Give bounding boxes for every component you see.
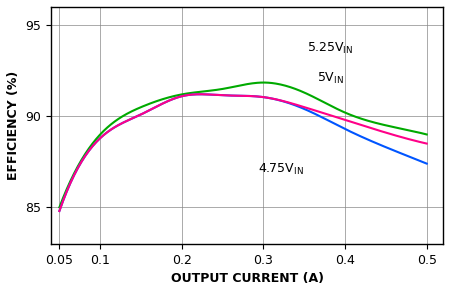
X-axis label: OUTPUT CURRENT (A): OUTPUT CURRENT (A) [171,272,324,285]
Text: 4.75V$_\mathregular{IN}$: 4.75V$_\mathregular{IN}$ [258,161,304,177]
Y-axis label: EFFICIENCY (%): EFFICIENCY (%) [7,71,20,180]
Text: 5V$_\mathregular{IN}$: 5V$_\mathregular{IN}$ [317,70,344,86]
Text: 5.25V$_\mathregular{IN}$: 5.25V$_\mathregular{IN}$ [307,41,353,56]
